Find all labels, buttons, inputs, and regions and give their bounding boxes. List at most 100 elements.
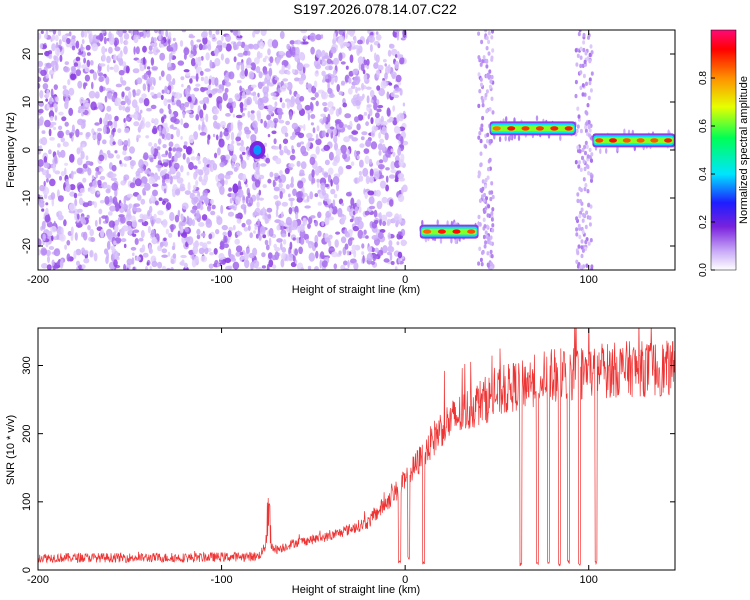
spectrogram-cell (162, 218, 168, 228)
spectrogram-cell (250, 62, 256, 71)
spectrogram-marks (38, 30, 675, 270)
spectrogram-cell (117, 30, 124, 38)
spectrogram-cell (148, 142, 153, 147)
spectrogram-cell (151, 219, 154, 227)
spectrogram-cell (64, 167, 67, 176)
spectrogram-cell (180, 213, 184, 220)
spectrogram-cell (117, 128, 122, 134)
spectrogram-cell (208, 78, 212, 86)
spectrogram-cell (588, 222, 592, 227)
spectrogram-cell (148, 69, 151, 79)
spectrogram-cell (584, 150, 587, 156)
spectrogram-cell (365, 139, 372, 148)
spectrogram-cell (253, 30, 261, 35)
spectrogram-cell (280, 233, 287, 238)
spectrogram-cell (487, 31, 491, 36)
spectrogram-cell (262, 57, 267, 63)
spectrogram-cell (351, 130, 359, 135)
spectrogram-cell (281, 211, 284, 218)
spectrogram-cell (267, 214, 272, 219)
spectrogram-cell (266, 207, 273, 213)
spectrogram-cell (353, 262, 359, 270)
spectrogram-cell (132, 252, 135, 257)
spectrogram-cell (230, 122, 234, 131)
spectrogram-cell (579, 70, 583, 75)
spectrogram-cell (363, 229, 367, 235)
spectrogram-cell (45, 62, 52, 69)
spectrogram-cell (169, 124, 174, 129)
spectrogram-cell (64, 61, 70, 65)
spectrogram-cell (268, 62, 272, 67)
x-tick-label: -100 (211, 574, 233, 586)
spectrogram-cell (252, 95, 258, 102)
spectrogram-cell (196, 228, 201, 236)
spectrogram-cell (123, 140, 129, 145)
spectrogram-cell (307, 112, 311, 121)
spectrogram-cell (587, 124, 591, 130)
spectrogram-cell (378, 88, 386, 97)
spectrogram-cell (186, 157, 190, 164)
spectrogram-cell (314, 241, 318, 248)
spectrogram-cell (315, 145, 320, 155)
spectrogram-cell (221, 35, 224, 42)
spectrogram-cell (478, 198, 482, 203)
spectrogram-cell (92, 180, 98, 188)
spectrogram-cell (384, 132, 389, 141)
spectrogram-cell (580, 207, 584, 212)
spectral-band-peak (535, 126, 544, 131)
colorbar: 0.00.20.40.60.8 Normalized spectral ampl… (698, 29, 750, 277)
spectrogram-cell (123, 263, 127, 270)
spectrogram-cell (84, 74, 90, 82)
spectral-band-peak (622, 138, 631, 143)
spectrogram-cell (65, 178, 69, 187)
spectrogram-cell (482, 55, 486, 60)
spectrogram-cell (44, 50, 50, 57)
spectrogram-cell (136, 134, 141, 139)
spectrogram-cell (104, 196, 110, 205)
spectrogram-cell (158, 76, 162, 81)
spectrogram-cell (191, 253, 195, 261)
spectrogram-cell (307, 139, 311, 148)
spectrogram-cell (162, 182, 166, 187)
spectrogram-cell (213, 248, 218, 255)
spectrogram-cell (196, 234, 201, 240)
spectrogram-cell (51, 34, 56, 41)
spectrogram-cell (484, 144, 488, 149)
spectrogram-cell (161, 248, 168, 254)
spectrogram-cell (358, 170, 362, 176)
spectrogram-cell (113, 64, 119, 73)
x-tick-label: -100 (211, 274, 233, 286)
spectrogram-cell (150, 43, 156, 47)
spectrogram-cell (272, 264, 277, 269)
spectrogram-cell (185, 71, 191, 77)
spectrogram-cell (94, 219, 98, 227)
spectrogram-cell (138, 97, 144, 104)
snr-x-ticks: -200 -100 0 100 (27, 328, 598, 586)
spectrogram-ylabel: Frequency (Hz) (5, 112, 17, 188)
spectrogram-cell (206, 241, 212, 245)
spectrogram-cell (149, 265, 152, 270)
spectrogram-cell (181, 202, 189, 210)
spectrogram-cell (328, 151, 334, 161)
spectrogram-cell (367, 113, 370, 120)
spectrogram-cell (165, 126, 170, 133)
spectrogram-cell (278, 220, 285, 226)
spectrogram-cell (60, 137, 65, 143)
spectrogram-cell (491, 194, 495, 200)
spectrogram-cell (335, 153, 341, 164)
spectrogram-cell (590, 71, 594, 76)
spectrogram-cell (295, 211, 299, 220)
spectrogram-cell (238, 30, 241, 37)
spectrogram-cell (489, 265, 493, 270)
spectrogram-cell (243, 252, 249, 260)
spectrogram-cell (353, 250, 357, 258)
spectrogram-cell (154, 200, 159, 206)
spectrogram-cell (195, 155, 201, 162)
spectrogram-cell (340, 144, 347, 154)
spectrogram-cell (133, 203, 140, 208)
spectrogram-cell (201, 214, 208, 221)
colorbar-gradient (710, 29, 737, 271)
spectrogram-cell (290, 261, 297, 268)
spectrogram-cell (114, 219, 120, 226)
spectrogram-cell (378, 212, 382, 220)
